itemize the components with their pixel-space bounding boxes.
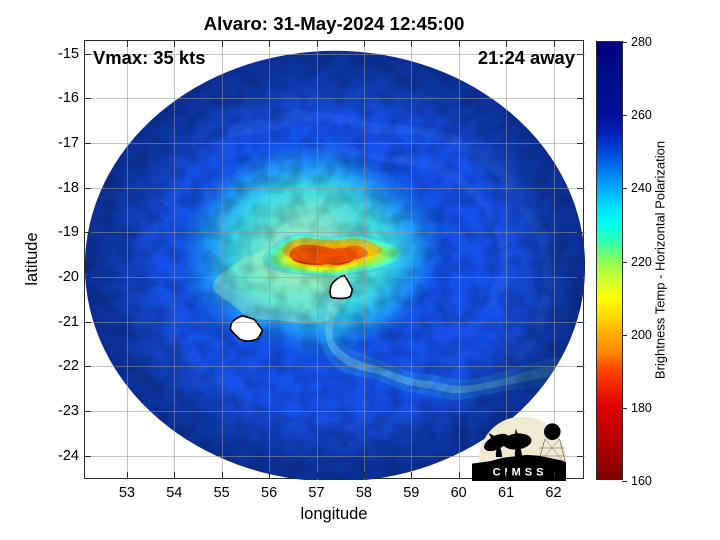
svg-text:CIMSS: CIMSS	[493, 467, 548, 479]
